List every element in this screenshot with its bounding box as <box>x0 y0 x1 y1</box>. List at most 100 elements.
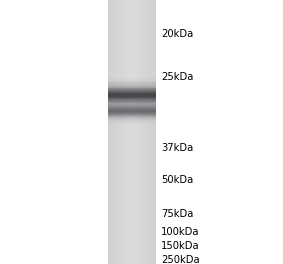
Bar <box>153 0 155 264</box>
Bar <box>151 0 152 264</box>
Bar <box>108 0 156 264</box>
Bar <box>127 0 128 264</box>
Text: 50kDa: 50kDa <box>161 175 194 185</box>
Bar <box>108 117 156 118</box>
Bar <box>108 124 156 125</box>
Bar <box>108 92 156 93</box>
Bar <box>132 0 133 264</box>
Bar <box>139 0 140 264</box>
Bar <box>108 83 156 84</box>
Bar <box>108 82 156 83</box>
Bar <box>108 104 156 105</box>
Bar <box>140 0 141 264</box>
Bar <box>108 80 156 81</box>
Bar <box>108 114 156 115</box>
Bar <box>108 97 156 98</box>
Bar <box>152 0 153 264</box>
Bar <box>150 0 151 264</box>
Bar <box>108 102 156 103</box>
Bar <box>108 89 156 90</box>
Bar <box>141 0 142 264</box>
Bar <box>110 0 111 264</box>
Bar <box>108 95 156 96</box>
Bar <box>133 0 134 264</box>
Bar <box>108 120 156 121</box>
Bar <box>108 110 156 111</box>
Bar <box>108 105 156 106</box>
Bar <box>128 0 129 264</box>
Bar <box>108 96 156 97</box>
Bar <box>108 98 156 99</box>
Bar <box>108 84 156 85</box>
Bar <box>108 105 156 106</box>
Bar <box>108 119 156 120</box>
Bar <box>108 103 156 104</box>
Bar <box>122 0 123 264</box>
Bar <box>108 101 156 102</box>
Bar <box>108 96 156 97</box>
Bar <box>108 102 156 103</box>
Bar <box>108 110 156 111</box>
Bar <box>108 122 156 123</box>
Bar <box>108 112 156 114</box>
Bar <box>108 90 156 91</box>
Bar <box>108 107 156 108</box>
Bar <box>142 0 143 264</box>
Bar <box>115 0 116 264</box>
Bar <box>108 77 156 78</box>
Text: 250kDa: 250kDa <box>161 255 200 264</box>
Bar <box>108 106 156 107</box>
Bar <box>148 0 150 264</box>
Bar <box>108 91 156 92</box>
Bar <box>108 118 156 119</box>
Bar <box>108 115 156 116</box>
Bar <box>108 99 156 100</box>
Bar <box>108 113 156 114</box>
Bar <box>108 103 156 104</box>
Bar <box>108 104 156 105</box>
Bar <box>126 0 127 264</box>
Bar <box>117 0 118 264</box>
Text: 100kDa: 100kDa <box>161 227 200 237</box>
Bar <box>134 0 135 264</box>
Bar <box>108 78 156 79</box>
Text: 20kDa: 20kDa <box>161 29 194 39</box>
Bar <box>108 112 156 113</box>
Text: 150kDa: 150kDa <box>161 241 200 251</box>
Bar <box>108 116 156 117</box>
Bar <box>135 0 136 264</box>
Bar <box>108 121 156 122</box>
Bar <box>108 100 156 101</box>
Bar <box>108 107 156 108</box>
Bar <box>108 86 156 87</box>
Bar <box>108 97 156 98</box>
Bar <box>108 81 156 82</box>
Bar <box>108 106 156 107</box>
Bar <box>136 0 138 264</box>
Bar <box>146 0 147 264</box>
Bar <box>121 0 122 264</box>
Bar <box>108 101 156 102</box>
Bar <box>108 109 156 110</box>
Bar <box>108 0 109 264</box>
Bar <box>108 111 156 112</box>
Bar <box>108 108 156 109</box>
Text: 37kDa: 37kDa <box>161 143 194 153</box>
Bar <box>123 0 125 264</box>
Bar <box>129 0 130 264</box>
Bar <box>125 0 126 264</box>
Bar <box>113 0 115 264</box>
Bar <box>108 98 156 99</box>
Bar <box>118 0 119 264</box>
Bar <box>108 100 156 101</box>
Bar <box>143 0 145 264</box>
Bar <box>108 94 156 95</box>
Bar <box>108 93 156 94</box>
Bar <box>138 0 139 264</box>
Bar <box>155 0 156 264</box>
Bar <box>108 85 156 86</box>
Bar <box>120 0 121 264</box>
Bar <box>112 0 113 264</box>
Bar <box>145 0 146 264</box>
Bar <box>108 108 156 109</box>
